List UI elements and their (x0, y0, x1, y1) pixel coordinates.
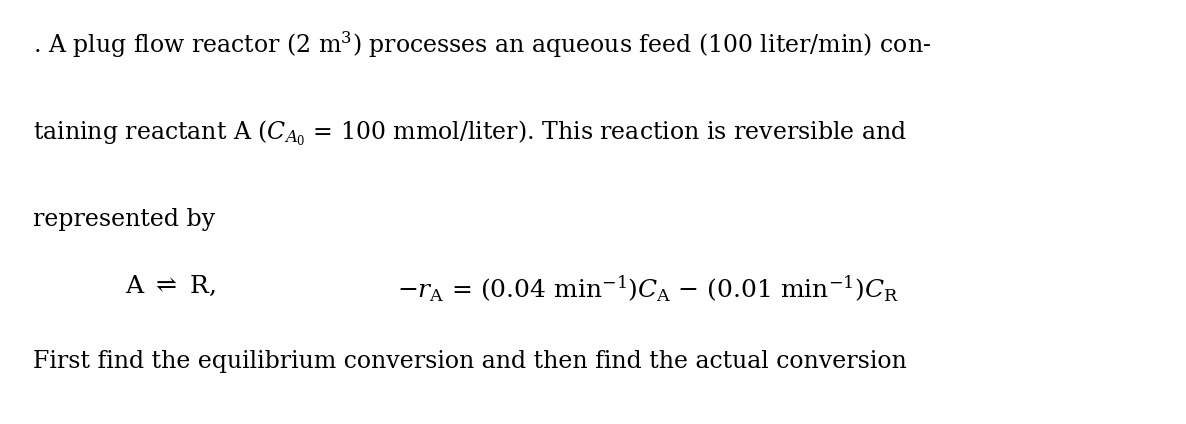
Text: $-r_{\rm A}$ = (0.04 min$^{-1}$)$C_{\rm A}$ $-$ (0.01 min$^{-1}$)$C_{\rm R}$: $-r_{\rm A}$ = (0.04 min$^{-1}$)$C_{\rm … (397, 273, 899, 304)
Text: represented by: represented by (33, 208, 216, 231)
Text: First find the equilibrium conversion and then find the actual conversion: First find the equilibrium conversion an… (33, 350, 907, 373)
Text: . A plug flow reactor (2 m$^3$) processes an aqueous feed (100 liter/min) con-: . A plug flow reactor (2 m$^3$) processe… (33, 30, 931, 60)
Text: taining reactant A ($C_{A_0}$ = 100 mmol/liter). This reaction is reversible and: taining reactant A ($C_{A_0}$ = 100 mmol… (33, 119, 907, 148)
Text: A $\rightleftharpoons$ R,: A $\rightleftharpoons$ R, (125, 273, 216, 298)
